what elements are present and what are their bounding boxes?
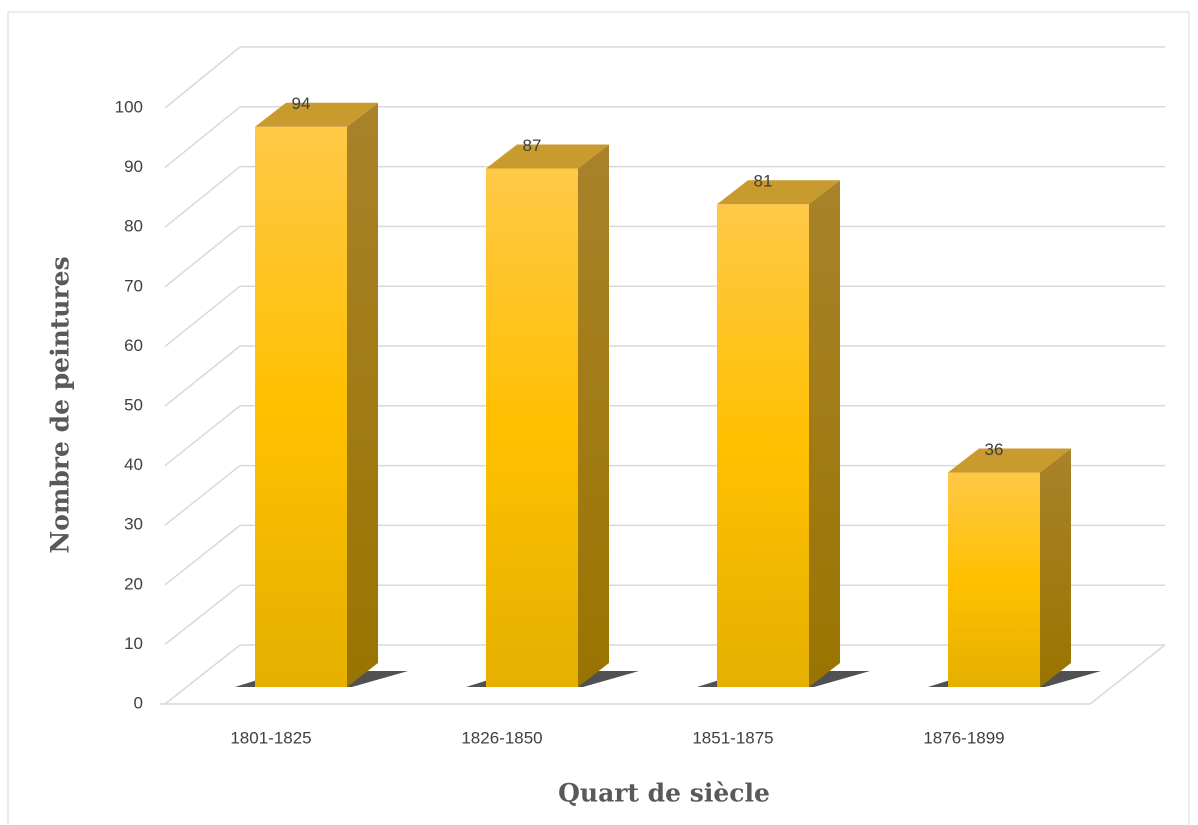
bar-top <box>255 102 378 127</box>
grid-line <box>164 46 241 109</box>
bar <box>717 204 809 688</box>
data-label: 87 <box>523 136 542 155</box>
x-tick-label: 1801-1825 <box>230 728 311 747</box>
grid-line <box>164 524 241 586</box>
grid-line <box>164 166 241 228</box>
grid-line <box>164 225 241 288</box>
bar <box>255 126 347 687</box>
bar-side <box>1040 448 1071 687</box>
y-tick-label: 100 <box>115 97 143 116</box>
floor-edge <box>1089 644 1166 705</box>
grid-line <box>164 345 241 407</box>
chart-border <box>7 11 1190 825</box>
y-axis-title: Nombre de peintures <box>46 256 75 553</box>
y-tick-label: 80 <box>124 217 143 236</box>
grid-line <box>164 644 241 705</box>
bar-side <box>809 180 840 688</box>
x-axis-title: Quart de siècle <box>558 779 770 808</box>
grid-line <box>164 584 241 645</box>
x-tick-label: 1876-1899 <box>923 728 1004 747</box>
y-tick-label: 60 <box>124 336 143 355</box>
bar-top <box>717 180 840 205</box>
data-label: 81 <box>754 172 773 191</box>
y-tick-label: 50 <box>124 395 143 414</box>
y-tick-label: 90 <box>124 157 143 176</box>
y-tick-label: 30 <box>124 515 143 534</box>
y-tick-label: 20 <box>124 574 143 593</box>
y-tick-label: 0 <box>134 693 143 712</box>
grid-line <box>164 285 241 347</box>
y-tick-label: 40 <box>124 455 143 474</box>
x-tick-label: 1826-1850 <box>461 728 542 747</box>
grid-line <box>164 405 241 467</box>
y-tick-label: 70 <box>124 276 143 295</box>
grid-line <box>164 465 241 526</box>
grid-line <box>164 106 241 169</box>
bar-side <box>578 144 609 688</box>
x-tick-label: 1851-1875 <box>692 728 773 747</box>
bar-side <box>347 102 378 687</box>
data-label: 94 <box>292 94 311 113</box>
bar-top <box>948 448 1071 473</box>
bar-top <box>486 144 609 169</box>
bar <box>948 472 1040 687</box>
data-label: 36 <box>985 440 1004 459</box>
bar <box>486 168 578 688</box>
y-tick-label: 10 <box>124 634 143 653</box>
